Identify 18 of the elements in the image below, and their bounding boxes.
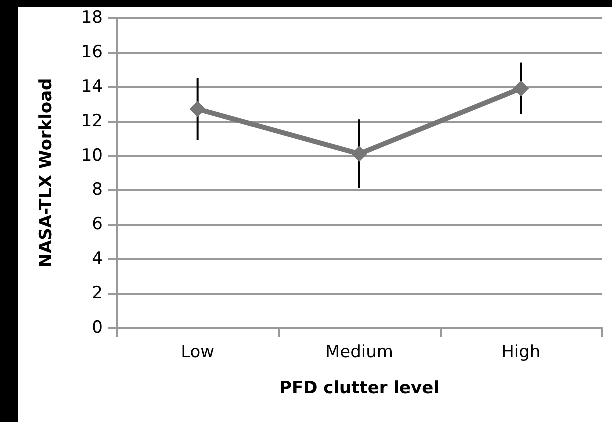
y-tick-label: 0 xyxy=(92,318,103,338)
y-tick-label: 2 xyxy=(92,284,103,304)
y-tick-label: 8 xyxy=(92,180,103,200)
x-tick-label: High xyxy=(502,342,541,362)
y-tick-label: 12 xyxy=(81,111,103,132)
x-tick-label: Medium xyxy=(326,342,394,362)
x-axis-title: PFD clutter level xyxy=(280,378,440,398)
y-tick-label: 4 xyxy=(92,249,103,270)
y-tick-label: 18 xyxy=(81,8,103,28)
y-tick-label: 14 xyxy=(81,76,103,97)
y-axis-title: NASA-TLX Workload xyxy=(36,78,56,268)
y-tick-label: 16 xyxy=(81,42,103,62)
point xyxy=(513,80,530,97)
x-tick-label: Low xyxy=(181,342,215,362)
y-tick-label: 6 xyxy=(92,214,103,235)
point xyxy=(190,101,206,118)
point xyxy=(352,146,368,162)
y-tick-label: 10 xyxy=(81,146,103,166)
